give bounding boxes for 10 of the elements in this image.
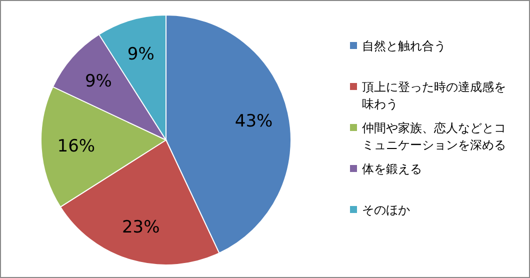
data-label: 16%: [57, 136, 96, 157]
legend-label: そのほか: [362, 203, 410, 217]
data-label: 9%: [127, 44, 154, 65]
data-label: 43%: [234, 111, 273, 132]
legend-label: 自然と触れ合う: [362, 39, 446, 53]
legend-label: 体を鍛える: [362, 162, 422, 176]
data-label: 9%: [85, 71, 112, 92]
data-label: 23%: [122, 217, 160, 238]
legend-label: 仲間や家族、恋人などとコミュニケーションを深める: [362, 121, 506, 152]
legend-label: 頂上に登った時の達成感を味わう: [362, 80, 506, 111]
